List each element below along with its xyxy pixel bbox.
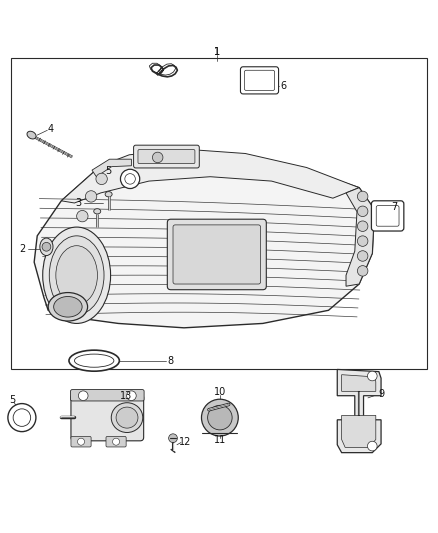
FancyBboxPatch shape bbox=[240, 67, 279, 94]
FancyBboxPatch shape bbox=[376, 206, 399, 226]
Text: 8: 8 bbox=[168, 356, 174, 366]
Ellipse shape bbox=[111, 403, 143, 432]
Polygon shape bbox=[92, 159, 131, 177]
Circle shape bbox=[201, 399, 238, 436]
Polygon shape bbox=[337, 369, 381, 453]
Circle shape bbox=[357, 191, 368, 201]
Circle shape bbox=[85, 191, 97, 202]
Polygon shape bbox=[34, 152, 374, 328]
Circle shape bbox=[77, 211, 88, 222]
Polygon shape bbox=[342, 375, 376, 447]
FancyBboxPatch shape bbox=[134, 145, 199, 168]
Text: 5: 5 bbox=[9, 395, 15, 405]
Ellipse shape bbox=[49, 236, 104, 314]
Circle shape bbox=[113, 438, 120, 445]
Text: 2: 2 bbox=[20, 244, 26, 254]
Text: 10: 10 bbox=[214, 387, 226, 397]
FancyBboxPatch shape bbox=[371, 201, 404, 231]
Text: 4: 4 bbox=[47, 124, 53, 134]
FancyBboxPatch shape bbox=[173, 225, 261, 284]
Circle shape bbox=[78, 438, 85, 445]
FancyBboxPatch shape bbox=[106, 437, 126, 447]
Text: 11: 11 bbox=[214, 435, 226, 446]
Circle shape bbox=[13, 409, 31, 426]
Ellipse shape bbox=[40, 238, 53, 255]
FancyBboxPatch shape bbox=[138, 150, 195, 164]
Text: 9: 9 bbox=[378, 389, 384, 399]
Ellipse shape bbox=[116, 407, 138, 428]
Circle shape bbox=[367, 371, 377, 381]
Circle shape bbox=[357, 206, 368, 216]
Ellipse shape bbox=[105, 191, 112, 197]
Bar bbox=[11, 59, 427, 369]
Text: 13: 13 bbox=[120, 391, 132, 401]
FancyBboxPatch shape bbox=[71, 390, 144, 401]
Circle shape bbox=[8, 403, 36, 432]
FancyBboxPatch shape bbox=[71, 394, 144, 441]
Circle shape bbox=[78, 391, 88, 400]
FancyBboxPatch shape bbox=[244, 70, 275, 91]
Ellipse shape bbox=[42, 227, 110, 324]
Polygon shape bbox=[61, 149, 359, 203]
Circle shape bbox=[96, 173, 107, 184]
Circle shape bbox=[127, 391, 136, 400]
Circle shape bbox=[152, 152, 163, 163]
Circle shape bbox=[357, 251, 368, 261]
Ellipse shape bbox=[94, 209, 101, 214]
FancyBboxPatch shape bbox=[167, 219, 266, 290]
Circle shape bbox=[208, 405, 232, 430]
Text: 3: 3 bbox=[75, 198, 81, 208]
Circle shape bbox=[125, 174, 135, 184]
Circle shape bbox=[357, 236, 368, 246]
FancyBboxPatch shape bbox=[71, 437, 91, 447]
Circle shape bbox=[42, 243, 51, 251]
Circle shape bbox=[120, 169, 140, 189]
Text: 6: 6 bbox=[281, 81, 287, 91]
Text: 1: 1 bbox=[214, 47, 220, 57]
Circle shape bbox=[357, 265, 368, 276]
Circle shape bbox=[169, 434, 177, 442]
Circle shape bbox=[357, 221, 368, 231]
Text: 1: 1 bbox=[214, 47, 220, 57]
Ellipse shape bbox=[69, 350, 119, 371]
Circle shape bbox=[367, 441, 377, 451]
Ellipse shape bbox=[56, 246, 97, 305]
Ellipse shape bbox=[27, 131, 36, 139]
Text: 5: 5 bbox=[106, 166, 112, 176]
Ellipse shape bbox=[53, 296, 82, 317]
Text: 7: 7 bbox=[391, 203, 397, 212]
Text: 12: 12 bbox=[179, 437, 191, 447]
Ellipse shape bbox=[48, 293, 88, 321]
Ellipse shape bbox=[74, 354, 114, 367]
Polygon shape bbox=[346, 188, 374, 286]
